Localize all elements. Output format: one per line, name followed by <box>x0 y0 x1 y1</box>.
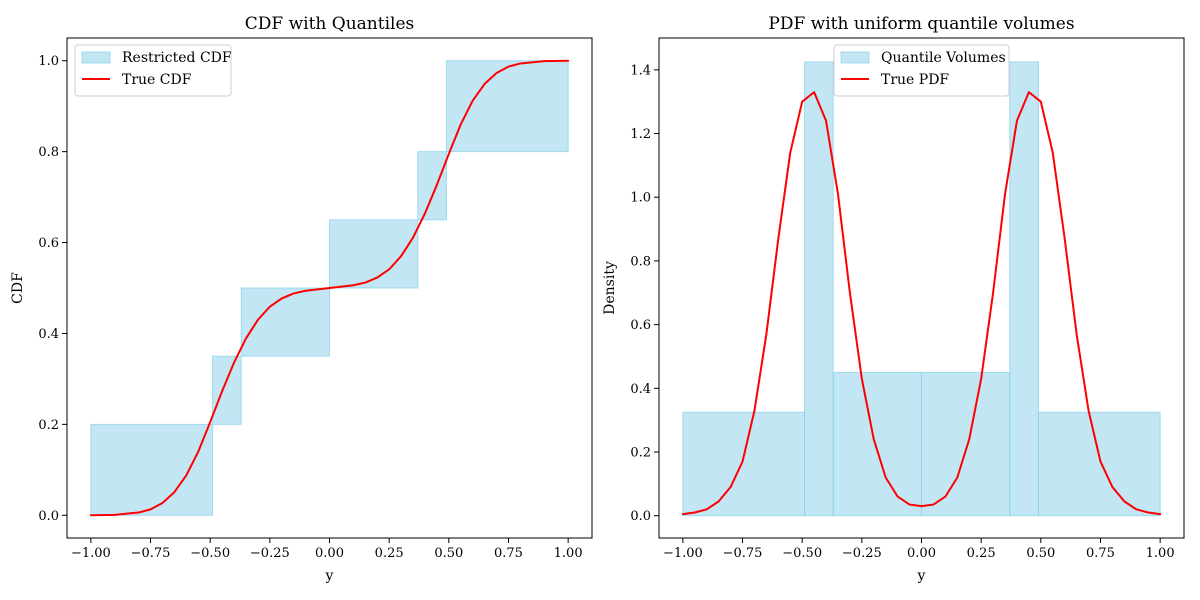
y-tick-label: 0.0 <box>630 509 651 524</box>
legend-swatch-boxes <box>840 51 870 64</box>
quantile-box <box>212 355 242 425</box>
legend: Restricted CDF True CDF <box>74 44 232 97</box>
y-tick-label: 0.8 <box>38 145 59 160</box>
x-tick-label: 0.25 <box>967 546 996 561</box>
y-axis-label: CDF <box>10 272 26 304</box>
x-tick-label: 1.00 <box>554 546 583 561</box>
chart-panel-2: −1.00 −0.75 −0.50 −0.25 0.00 0.25 0.50 0.75 1.00… <box>602 14 1185 584</box>
legend-label-boxes: Restricted CDF <box>122 50 232 66</box>
legend-swatch-boxes <box>81 51 111 64</box>
x-tick-label: 0.50 <box>1026 546 1055 561</box>
x-tick-label: 0.25 <box>375 546 404 561</box>
quantile-box <box>417 151 447 221</box>
x-tick-label: 0.50 <box>434 546 463 561</box>
y-tick-label: 0.0 <box>38 509 59 524</box>
y-tick-label: 0.4 <box>630 382 651 397</box>
x-tick-label: −0.25 <box>250 546 290 561</box>
y-tick-label: 0.6 <box>630 318 651 333</box>
quantile-box <box>329 219 419 289</box>
x-tick-label: −0.25 <box>842 546 882 561</box>
quantile-box <box>832 371 922 517</box>
x-tick-label: 0.75 <box>494 546 523 561</box>
y-tick-label: 0.8 <box>630 254 651 269</box>
legend-label-boxes: Quantile Volumes <box>881 50 1006 66</box>
y-tick-label: 1.0 <box>630 191 651 206</box>
quantile-box <box>445 60 569 153</box>
legend-frame <box>833 44 1010 97</box>
x-tick-label: −0.50 <box>190 546 230 561</box>
legend: Quantile Volumes True PDF <box>833 44 1010 97</box>
quantile-box <box>682 411 806 517</box>
x-axis-label: y <box>917 568 926 584</box>
quantile-box <box>1009 61 1039 517</box>
quantile-box <box>921 371 1011 517</box>
y-tick-label: 1.2 <box>630 127 651 142</box>
true-curve-line <box>681 91 1162 516</box>
legend-frame <box>74 44 232 97</box>
chart-panel-1: −1.00 −0.75 −0.50 −0.25 0.00 0.25 0.50 0.75 1.00… <box>10 14 593 584</box>
x-tick-label: 0.00 <box>907 546 936 561</box>
x-tick-label: −1.00 <box>663 546 703 561</box>
y-tick-label: 0.4 <box>38 327 59 342</box>
chart-title: PDF with uniform quantile volumes <box>768 14 1074 34</box>
quantile-box <box>240 287 330 357</box>
x-tick-label: −0.75 <box>723 546 763 561</box>
true-curve-line <box>89 59 570 517</box>
quantile-box <box>90 423 214 516</box>
x-tick-label: −1.00 <box>71 546 111 561</box>
y-tick-label: 0.6 <box>38 236 59 251</box>
y-tick-label: 1.4 <box>630 63 651 78</box>
x-tick-label: 1.00 <box>1146 546 1175 561</box>
y-tick-label: 1.0 <box>38 54 59 69</box>
quantile-box <box>1037 411 1161 517</box>
y-tick-label: 0.2 <box>38 418 59 433</box>
chart-title: CDF with Quantiles <box>245 14 414 34</box>
x-tick-label: −0.75 <box>131 546 171 561</box>
x-tick-label: −0.50 <box>782 546 822 561</box>
x-tick-label: 0.00 <box>315 546 344 561</box>
y-axis-label: Density <box>602 261 618 315</box>
legend-label-line: True CDF <box>122 72 192 88</box>
y-tick-label: 0.2 <box>630 446 651 461</box>
x-tick-label: 0.75 <box>1086 546 1115 561</box>
quantile-box <box>804 61 834 517</box>
x-axis-label: y <box>325 568 334 584</box>
legend-label-line: True PDF <box>881 72 949 88</box>
